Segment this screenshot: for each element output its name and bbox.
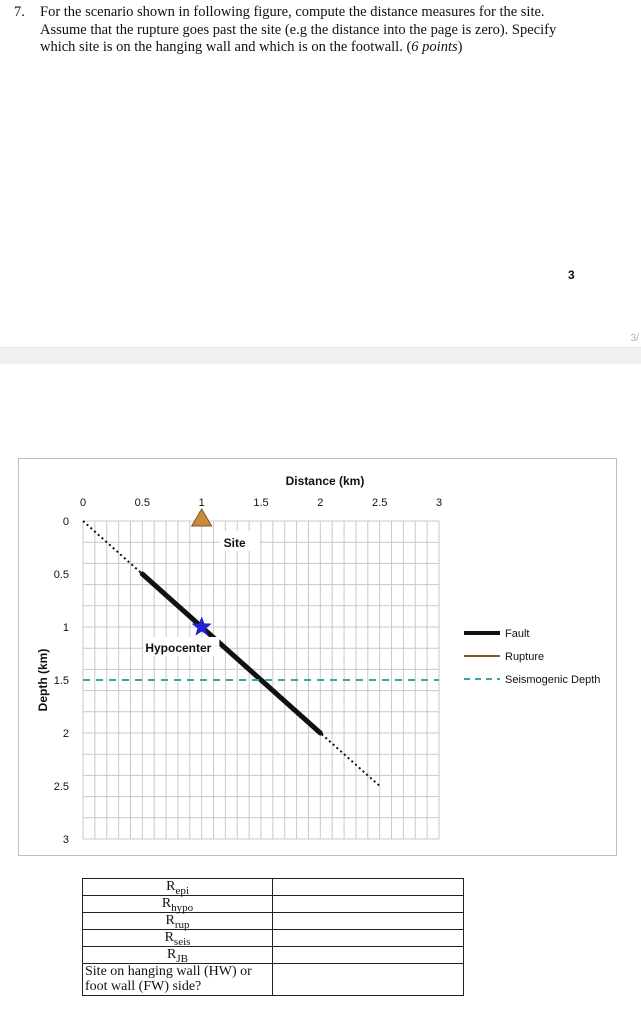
series-line-rupture (139, 571, 323, 736)
site-label-background (219, 531, 260, 551)
row-label-main: R (166, 879, 176, 894)
page-divider (0, 347, 641, 364)
row-label-sub: JB (176, 953, 188, 965)
site-marker (190, 508, 213, 527)
x-tick-label: 3 (436, 497, 442, 509)
hypocenter-label-background (143, 637, 220, 656)
legend-label: Seismogenic Depth (505, 674, 600, 686)
y-tick-label: 2.5 (54, 781, 69, 793)
page-number: 3 (568, 268, 575, 282)
legend-label: Fault (505, 628, 529, 640)
y-tick-label: 3 (63, 834, 69, 846)
y-tick-label: 0.5 (54, 569, 69, 581)
row-label-main: Site on hanging wall (HW) or foot wall (… (85, 964, 252, 994)
series-line-fault (82, 520, 381, 787)
table-value-cell[interactable] (272, 912, 464, 930)
question-number: 7. (14, 4, 25, 20)
question-text: For the scenario shown in following figu… (40, 4, 557, 55)
x-tick-label: 0 (80, 497, 86, 509)
table-value-cell[interactable] (272, 895, 464, 913)
row-label-sub: epi (175, 885, 189, 897)
table-value-cell[interactable] (272, 946, 464, 964)
x-tick-label: 2.5 (372, 497, 387, 509)
table-label-cell: RJB (82, 946, 273, 965)
row-label-sub: seis (173, 936, 191, 948)
distance-table-wrap: Repi Rhypo Rrup Rseis RJB Site on hangin… (82, 878, 464, 996)
y-tick-label: 1 (63, 622, 69, 634)
hypocenter-label: Hypocenter (145, 641, 211, 655)
x-axis-label: Distance (km) (286, 474, 365, 488)
table-label-cell: Rseis (82, 929, 273, 948)
row-label-main: R (167, 947, 177, 962)
table-row-rjb: RJB (82, 946, 464, 965)
y-tick-label: 1.5 (54, 675, 69, 687)
row-label-sub: hypo (171, 902, 194, 914)
row-label-main: R (165, 913, 175, 928)
y-tick-label: 2 (63, 728, 69, 740)
row-label-main: R (161, 896, 172, 911)
table-value-cell[interactable] (272, 963, 464, 996)
question-text-block: For the scenario shown in following figu… (40, 4, 560, 57)
table-label-cell: Rhypo (82, 895, 273, 914)
distance-table: Repi Rhypo Rrup Rseis RJB Site on hangin… (82, 878, 464, 996)
y-axis-label: Depth (km) (36, 649, 50, 712)
x-tick-label: 2 (317, 497, 323, 509)
x-tick-label: 0.5 (135, 497, 150, 509)
row-label-main: R (164, 930, 174, 945)
question-points: 6 points (411, 39, 458, 55)
table-value-cell[interactable] (272, 929, 464, 947)
x-tick-label: 1 (199, 497, 205, 509)
table-value-cell[interactable] (272, 878, 464, 896)
table-row-wall-side: Site on hanging wall (HW) or foot wall (… (82, 963, 464, 996)
legend-label: Rupture (505, 651, 544, 663)
row-label-sub: rup (174, 919, 190, 931)
table-label-cell: Site on hanging wall (HW) or foot wall (… (82, 963, 273, 996)
table-row-rseis: Rseis (82, 929, 464, 948)
table-row-repi: Repi (82, 878, 464, 897)
question-closing: ) (457, 39, 463, 55)
table-row-rhypo: Rhypo (82, 895, 464, 914)
figure-frame: 0 0.5 1 1.5 2 2.5 3 0 0.5 1 1.5 2 2.5 3 Distance (km) D… (18, 458, 617, 856)
y-tick-label: 0 (63, 516, 69, 528)
x-tick-label: 1.5 (253, 497, 268, 509)
page-indicator: 3/ (630, 333, 639, 344)
hypocenter-marker (191, 616, 212, 636)
table-label-cell: Rrup (82, 912, 273, 931)
table-label-cell: Repi (82, 878, 273, 897)
table-row-rrup: Rrup (82, 912, 464, 931)
site-label: Site (224, 536, 246, 550)
fault-chart: 0 0.5 1 1.5 2 2.5 3 0 0.5 1 1.5 2 2.5 3 Distance (km) D… (36, 474, 600, 846)
